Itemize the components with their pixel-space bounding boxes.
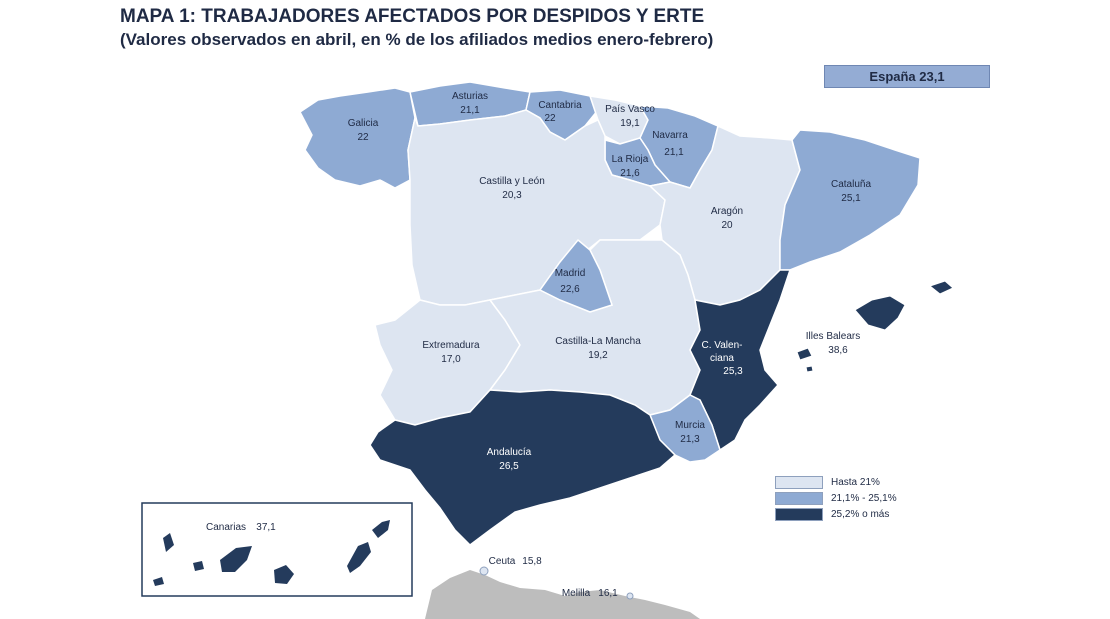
- region-illes-balears-mallorca[interactable]: [854, 295, 906, 331]
- label-la-rioja-name: La Rioja: [612, 154, 649, 165]
- region-canarias-la-gomera[interactable]: [193, 561, 204, 571]
- region-c-valenciana[interactable]: [689, 269, 792, 452]
- label-navarra-name: Navarra: [652, 130, 688, 141]
- label-andalucia-name: Andalucía: [487, 447, 532, 458]
- legend-swatch-mid: [775, 491, 823, 505]
- region-canarias-fuerteventura[interactable]: [347, 542, 371, 573]
- legend-swatch-high: [775, 507, 823, 521]
- label-castilla-la-mancha-value: 19,2: [588, 350, 608, 361]
- label-madrid-value: 22,6: [560, 284, 580, 295]
- label-aragon-name: Aragón: [711, 206, 743, 217]
- label-canarias-value: 37,1: [256, 522, 276, 533]
- region-canarias-tenerife[interactable]: [220, 546, 252, 572]
- label-galicia-name: Galicia: [348, 118, 379, 129]
- map-legend: Hasta 21% 21,1% - 25,1% 25,2% o más: [775, 474, 897, 522]
- map-subtitle: (Valores observados en abril, en % de lo…: [120, 30, 714, 49]
- label-murcia-name: Murcia: [675, 420, 705, 431]
- legend-item-high: 25,2% o más: [775, 506, 897, 522]
- label-navarra-value: 21,1: [664, 147, 684, 158]
- label-illes-balears-value: 38,6: [828, 345, 848, 356]
- espana-total-badge: España 23,1: [824, 65, 990, 88]
- melilla-marker: [626, 592, 634, 600]
- ceuta-marker: [479, 566, 489, 576]
- region-illes-balears-formentera[interactable]: [805, 365, 814, 373]
- label-c-valenciana-name-2: ciana: [710, 353, 734, 364]
- label-aragon-value: 20: [721, 220, 733, 231]
- map-title: MAPA 1: TRABAJADORES AFECTADOS POR DESPI…: [120, 6, 705, 27]
- label-c-valenciana-value: 25,3: [723, 366, 743, 377]
- label-cataluna-name: Cataluña: [831, 179, 871, 190]
- region-canarias-el-hierro[interactable]: [153, 577, 164, 586]
- label-andalucia-value: 26,5: [499, 461, 519, 472]
- north-africa-land: [425, 570, 700, 619]
- label-la-rioja-value: 21,6: [620, 168, 640, 179]
- legend-item-mid: 21,1% - 25,1%: [775, 490, 897, 506]
- label-canarias-name: Canarias: [206, 522, 246, 533]
- label-melilla-name: Melilla: [562, 588, 591, 599]
- region-canarias-lanzarote[interactable]: [372, 520, 390, 538]
- label-madrid-name: Madrid: [555, 268, 586, 279]
- label-cantabria-value: 22: [544, 113, 556, 124]
- label-cataluna-value: 25,1: [841, 193, 861, 204]
- region-cataluna[interactable]: [779, 129, 921, 271]
- label-ceuta-name: Ceuta: [489, 556, 516, 567]
- label-murcia-value: 21,3: [680, 434, 700, 445]
- legend-label-high: 25,2% o más: [831, 508, 890, 520]
- legend-swatch-low: [775, 475, 823, 489]
- label-ceuta-value: 15,8: [522, 556, 542, 567]
- label-extremadura-value: 17,0: [441, 354, 461, 365]
- region-illes-balears-menorca[interactable]: [928, 280, 954, 295]
- label-c-valenciana-name-1: C. Valen-: [702, 340, 743, 351]
- label-castilla-leon-value: 20,3: [502, 190, 522, 201]
- region-illes-balears-ibiza[interactable]: [796, 347, 813, 361]
- region-andalucia[interactable]: [369, 389, 677, 546]
- region-madrid[interactable]: [538, 238, 613, 313]
- label-extremadura-name: Extremadura: [422, 340, 480, 351]
- label-castilla-leon-name: Castilla y León: [479, 176, 545, 187]
- label-asturias-value: 21,1: [460, 105, 480, 116]
- legend-label-low: Hasta 21%: [831, 476, 880, 488]
- label-illes-balears-name: Illes Balears: [806, 331, 860, 342]
- label-castilla-la-mancha-name: Castilla-La Mancha: [555, 336, 641, 347]
- label-pais-vasco-name: País Vasco: [605, 104, 655, 115]
- region-canarias-gran-canaria[interactable]: [274, 565, 294, 584]
- label-melilla-value: 16,1: [598, 588, 618, 599]
- legend-label-mid: 21,1% - 25,1%: [831, 492, 897, 504]
- label-galicia-value: 22: [357, 132, 369, 143]
- label-cantabria-name: Cantabria: [538, 100, 582, 111]
- legend-item-low: Hasta 21%: [775, 474, 897, 490]
- label-pais-vasco-value: 19,1: [620, 118, 640, 129]
- region-canarias-la-palma[interactable]: [163, 533, 174, 552]
- label-asturias-name: Asturias: [452, 91, 488, 102]
